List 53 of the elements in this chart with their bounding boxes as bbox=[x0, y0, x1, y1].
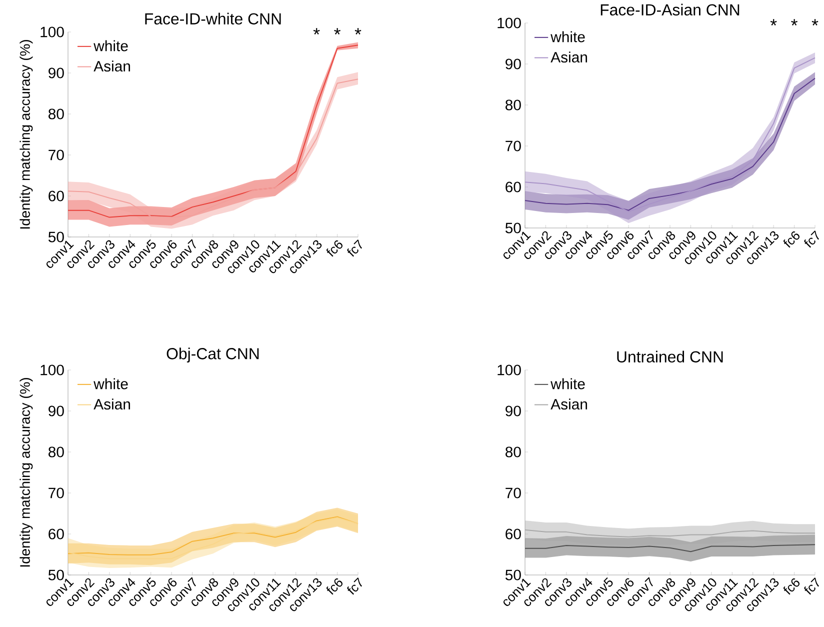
annotation: * bbox=[313, 28, 320, 34]
legend-label: white bbox=[550, 31, 585, 42]
y-tick-label: 80 bbox=[506, 446, 521, 458]
annotation: * bbox=[770, 19, 777, 26]
x-tick-label: fc6 bbox=[326, 578, 342, 595]
y-tick-label: 60 bbox=[506, 182, 521, 192]
legend-label: Asian bbox=[94, 398, 130, 410]
y-tick-label: 80 bbox=[48, 446, 64, 458]
y-tick-label: 60 bbox=[506, 528, 521, 540]
chart-title: Obj-Cat CNN bbox=[166, 348, 259, 362]
chart-title: Face-ID-Asian CNN bbox=[600, 4, 740, 16]
x-tick-label: fc7 bbox=[347, 577, 362, 595]
y-tick-label: 60 bbox=[48, 190, 64, 202]
legend-label: white bbox=[550, 378, 585, 390]
y-axis-title: Identity matching accuracy (%) bbox=[20, 378, 33, 567]
y-tick-label: 50 bbox=[48, 570, 64, 580]
y-tick-label: 50 bbox=[505, 570, 521, 580]
y-axis-title: Identity matching accuracy (%) bbox=[20, 40, 33, 229]
annotation: * bbox=[334, 28, 341, 34]
y-tick-label: 90 bbox=[48, 68, 64, 78]
legend-label: white bbox=[94, 40, 128, 52]
legend-label: Asian bbox=[550, 52, 588, 63]
x-tick-label: fc7 bbox=[347, 239, 362, 257]
line-series bbox=[524, 529, 816, 538]
chart-title: Untrained CNN bbox=[617, 350, 723, 362]
legend-label: white bbox=[94, 378, 128, 390]
x-tick-label: fc7 bbox=[804, 230, 820, 248]
y-tick-label: 100 bbox=[498, 18, 521, 28]
legend-label: Asian bbox=[550, 398, 588, 410]
annotation: * bbox=[812, 19, 818, 26]
annotation: * bbox=[791, 19, 798, 26]
y-tick-label: 70 bbox=[48, 150, 64, 160]
y-tick-label: 50 bbox=[48, 232, 64, 242]
chart-title: Face-ID-white CNN bbox=[145, 12, 281, 24]
annotation: * bbox=[354, 28, 362, 34]
y-tick-label: 60 bbox=[48, 528, 64, 540]
y-tick-label: 100 bbox=[40, 364, 64, 376]
y-tick-label: 70 bbox=[48, 488, 64, 498]
y-tick-label: 100 bbox=[498, 364, 521, 376]
y-tick-label: 90 bbox=[48, 406, 64, 416]
y-tick-label: 80 bbox=[48, 108, 64, 120]
x-tick-label: fc6 bbox=[326, 240, 342, 257]
x-tick-label: fc7 bbox=[804, 577, 820, 595]
x-tick-label: fc6 bbox=[783, 231, 800, 248]
legend-label: Asian bbox=[94, 60, 130, 72]
y-tick-label: 90 bbox=[506, 406, 521, 416]
x-tick-label: fc6 bbox=[783, 578, 800, 595]
y-tick-label: 50 bbox=[505, 222, 521, 234]
y-tick-label: 80 bbox=[506, 100, 521, 110]
y-tick-label: 70 bbox=[506, 488, 521, 498]
y-tick-label: 70 bbox=[506, 140, 521, 152]
y-tick-label: 100 bbox=[40, 26, 64, 38]
y-tick-label: 90 bbox=[506, 58, 521, 70]
